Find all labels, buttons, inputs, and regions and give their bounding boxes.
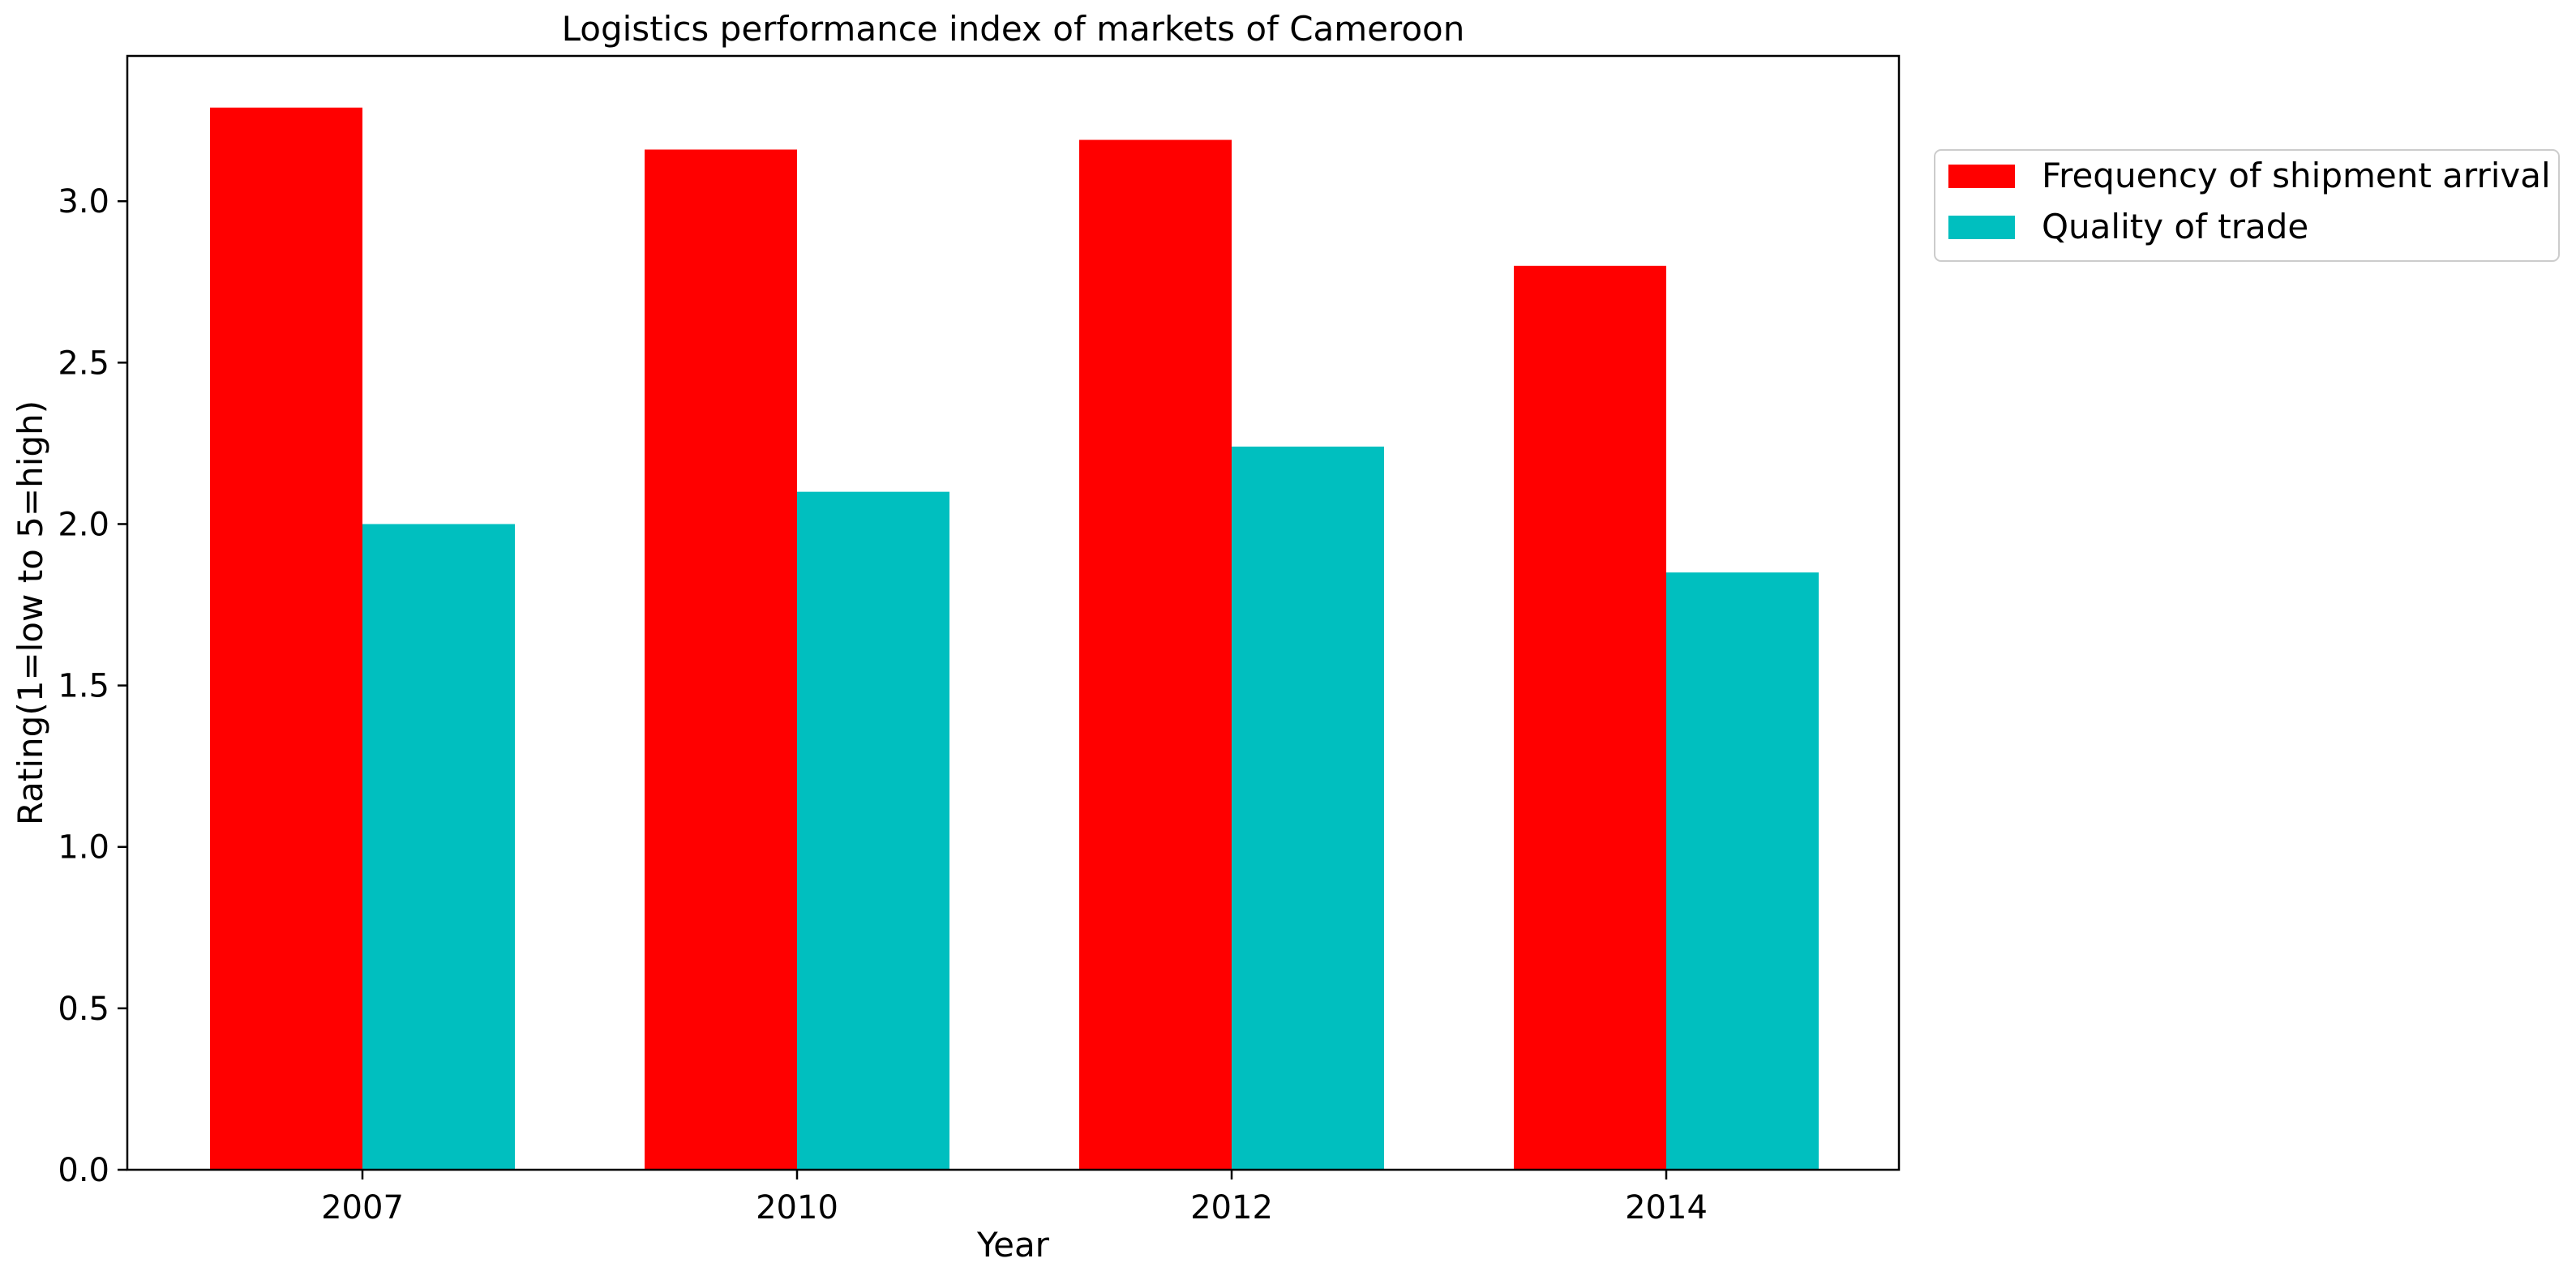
y-tick-label: 0.5 [58,991,109,1028]
legend-swatch-frequency [1948,165,2015,188]
y-tick-label: 0.0 [58,1152,109,1189]
y-tick-label: 2.5 [58,345,109,382]
y-tick-label: 2.0 [58,506,109,543]
bar-frequency-2010 [645,149,797,1171]
x-tick-label: 2014 [1625,1189,1708,1226]
legend-box [1934,149,2560,262]
plot-frame [126,54,1901,1171]
bar-quality-2012 [1232,446,1384,1170]
bar-quality-2007 [362,524,515,1170]
bar-frequency-2012 [1079,139,1232,1170]
x-tick-label: 2010 [756,1189,838,1226]
y-tick-label: 1.5 [58,668,109,705]
legend-label-frequency: Frequency of shipment arrival [2042,156,2551,195]
bar-quality-2014 [1666,572,1819,1170]
bar-quality-2010 [797,491,949,1170]
legend: Frequency of shipment arrival Quality of… [1934,149,2560,262]
legend-swatch-quality [1948,216,2015,239]
x-tick-label: 2007 [321,1189,404,1226]
x-axis-ticks: 2007 2010 2012 2014 [321,1170,1708,1226]
y-tick-label: 3.0 [58,183,109,220]
bars-group [210,107,1819,1171]
legend-label-quality: Quality of trade [2042,207,2308,246]
x-tick-label: 2012 [1190,1189,1273,1226]
y-tick-label: 1.0 [58,829,109,867]
x-axis-label: Year [976,1225,1050,1265]
chart-title: Logistics performance index of markets o… [562,9,1465,49]
bar-frequency-2014 [1514,265,1666,1170]
bar-frequency-2007 [210,107,362,1171]
y-axis-ticks: 0.0 0.5 1.0 1.5 2.0 2.5 3.0 [58,183,127,1189]
y-axis-label: Rating(1=low to 5=high) [11,400,50,825]
